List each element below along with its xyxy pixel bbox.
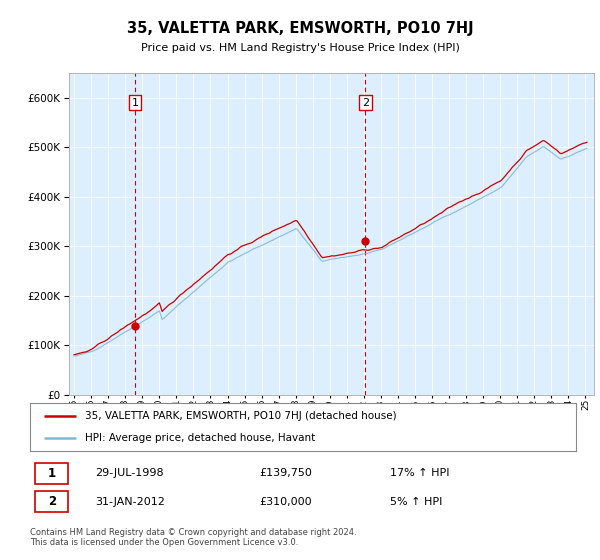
Text: 1: 1 [48,467,56,480]
Text: Price paid vs. HM Land Registry's House Price Index (HPI): Price paid vs. HM Land Registry's House … [140,43,460,53]
Text: 5% ↑ HPI: 5% ↑ HPI [391,497,443,507]
Text: 35, VALETTA PARK, EMSWORTH, PO10 7HJ (detached house): 35, VALETTA PARK, EMSWORTH, PO10 7HJ (de… [85,411,396,421]
Text: £310,000: £310,000 [259,497,312,507]
Text: HPI: Average price, detached house, Havant: HPI: Average price, detached house, Hava… [85,433,315,443]
Bar [35,463,68,484]
Text: 2: 2 [362,97,369,108]
Text: 17% ↑ HPI: 17% ↑ HPI [391,468,450,478]
Text: 35, VALETTA PARK, EMSWORTH, PO10 7HJ: 35, VALETTA PARK, EMSWORTH, PO10 7HJ [127,21,473,36]
Text: 29-JUL-1998: 29-JUL-1998 [95,468,164,478]
Text: 1: 1 [131,97,139,108]
Bar [35,491,68,512]
Text: 31-JAN-2012: 31-JAN-2012 [95,497,166,507]
Text: Contains HM Land Registry data © Crown copyright and database right 2024.
This d: Contains HM Land Registry data © Crown c… [30,528,356,547]
Text: £139,750: £139,750 [259,468,312,478]
Text: 2: 2 [48,495,56,508]
